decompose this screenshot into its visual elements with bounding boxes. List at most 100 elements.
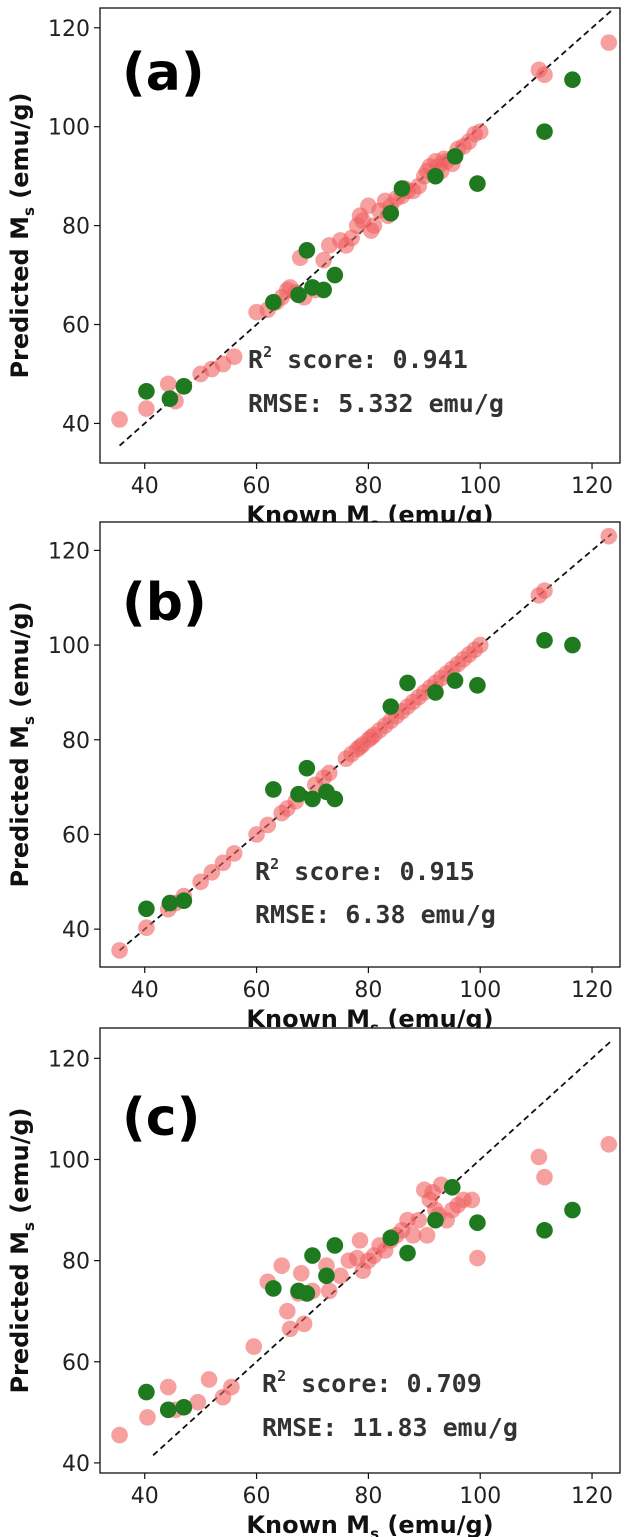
x-tick-label: 120 [571, 978, 613, 1003]
train-point [111, 1426, 128, 1444]
train-point [292, 1264, 310, 1282]
test-point [138, 900, 155, 918]
train-point [536, 66, 553, 84]
train-point [418, 1227, 436, 1244]
train-point [192, 873, 209, 891]
test-point [564, 71, 581, 89]
test-point [564, 1201, 581, 1219]
train-point [225, 845, 243, 862]
y-axis-title: Predicted Ms (emu/g) [6, 1107, 38, 1393]
test-point [138, 382, 155, 400]
test-point [399, 1244, 416, 1262]
train-point [332, 1267, 349, 1285]
test-point [265, 781, 282, 798]
test-point [446, 148, 464, 165]
train-point [600, 34, 618, 51]
train-point [159, 1378, 177, 1396]
y-tick-label: 40 [62, 918, 90, 943]
test-point [427, 684, 444, 701]
x-tick-label: 120 [571, 474, 613, 499]
test-point [469, 1214, 486, 1231]
panel-label: (b) [122, 573, 207, 633]
x-tick-label: 40 [131, 1484, 159, 1509]
train-point [281, 1320, 299, 1338]
train-point [159, 375, 177, 393]
train-point [279, 1302, 296, 1320]
x-tick-label: 80 [354, 474, 382, 499]
y-axis-title: Predicted Ms (emu/g) [6, 92, 38, 378]
test-point [159, 1401, 177, 1419]
train-point [471, 123, 489, 140]
train-point [223, 1378, 240, 1396]
test-point [469, 175, 486, 192]
test-point [564, 636, 581, 654]
x-tick-label: 100 [459, 978, 501, 1003]
test-point [382, 1229, 400, 1247]
y-tick-label: 100 [48, 634, 90, 659]
train-point [111, 411, 128, 428]
test-point [138, 1383, 155, 1401]
test-point [326, 790, 344, 808]
r2-score-text: R2 score: 0.915 [255, 855, 475, 886]
chart-panel-2: 40 60 80 100 120 40 60 80 100 120 (b) R2 score: 0.9… [6, 521, 621, 1037]
y-tick-label: 120 [48, 17, 90, 42]
x-tick-label: 60 [243, 978, 271, 1003]
x-tick-label: 60 [243, 474, 271, 499]
train-point [138, 400, 155, 417]
y-tick-label: 60 [62, 823, 90, 848]
test-point [315, 281, 332, 299]
train-point [536, 1168, 553, 1186]
test-point [290, 785, 307, 803]
train-point [273, 1257, 291, 1274]
test-point [326, 1237, 344, 1254]
rmse-text: RMSE: 6.38 emu/g [255, 900, 496, 929]
panel-label: (a) [122, 43, 205, 103]
rmse-text: RMSE: 5.332 emu/g [248, 389, 504, 418]
test-point [318, 1267, 335, 1285]
train-point [600, 1136, 618, 1153]
test-point [382, 204, 400, 222]
train-point [469, 1249, 486, 1267]
test-point [175, 378, 193, 395]
test-point [399, 674, 416, 692]
train-point [214, 854, 232, 872]
test-point [161, 390, 179, 408]
train-point [410, 1211, 428, 1229]
train-point [320, 764, 338, 782]
r2-score-text: R2 score: 0.709 [262, 1367, 482, 1398]
train-point [365, 217, 383, 234]
test-point [443, 1178, 461, 1196]
train-point [245, 1338, 263, 1355]
test-point [175, 1398, 193, 1416]
test-point [427, 167, 444, 185]
train-point [203, 864, 221, 881]
train-point [600, 527, 618, 545]
test-point [304, 1247, 321, 1264]
train-point [315, 251, 332, 269]
test-point [382, 698, 400, 715]
train-point [225, 348, 243, 365]
panel-label: (c) [122, 1088, 200, 1148]
train-point [404, 1227, 422, 1244]
train-point [111, 942, 128, 959]
x-tick-label: 80 [354, 978, 382, 1003]
test-point [536, 1221, 553, 1239]
train-point [189, 1393, 207, 1411]
train-point [343, 229, 360, 247]
test-point [298, 1285, 316, 1302]
train-point [295, 1315, 313, 1333]
train-point [259, 816, 277, 834]
test-point [536, 632, 553, 649]
train-point [138, 919, 155, 937]
train-point [351, 1232, 369, 1249]
test-point [265, 1280, 282, 1297]
test-point [290, 286, 307, 304]
test-point [298, 759, 316, 777]
x-tick-label: 40 [131, 978, 159, 1003]
x-tick-label: 120 [571, 1484, 613, 1509]
y-tick-label: 100 [48, 116, 90, 141]
train-point [200, 1371, 218, 1388]
y-tick-label: 40 [62, 1452, 90, 1477]
test-point [326, 266, 344, 284]
